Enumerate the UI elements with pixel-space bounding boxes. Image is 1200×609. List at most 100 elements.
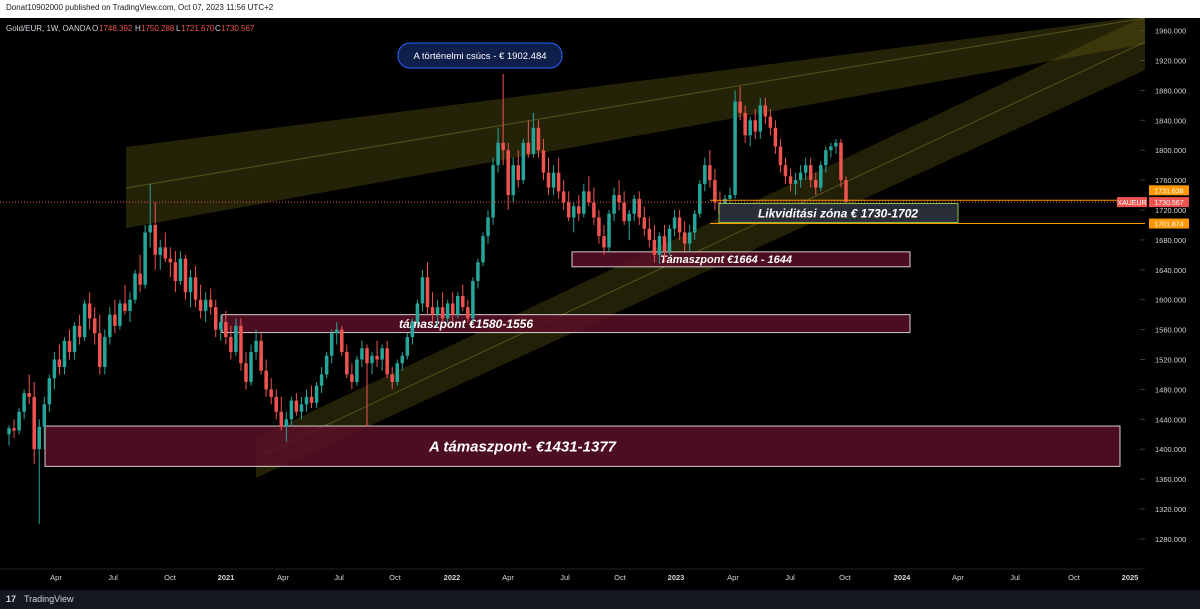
candle-body [360,348,364,360]
candle-body [153,224,157,255]
price-tick-label: 1840.000 [1155,116,1186,125]
candle-body [471,281,475,319]
price-tick-label: 1880.000 [1155,86,1186,95]
annotations: Likviditási zóna € 1730-1702 A történelmi… [0,42,1189,229]
candle-body [476,262,480,282]
candle-body [57,359,62,367]
candle-body [163,247,168,259]
candle-body [42,404,47,427]
candle-body [521,142,526,181]
candle-body [728,195,732,199]
candle-body [47,378,52,405]
candle-body [249,352,253,382]
candle-body [733,101,737,196]
time-tick-label: Apr [277,573,289,582]
candle-body [829,146,833,151]
price-tick-label: 1760.000 [1155,176,1186,185]
candle-body [269,389,273,397]
tradingview-brand[interactable]: TradingView [24,594,74,604]
time-tick-label: 2024 [894,573,912,582]
time-tick-label: 2023 [668,573,685,582]
candle-body [148,224,152,233]
candle-body [561,191,566,203]
candle-body [506,150,510,196]
time-axis[interactable]: Apr Jul Oct 2021 Apr Jul Oct 2022 Apr Jul Oct 2023 A… [0,568,1145,582]
candle-body [324,355,329,375]
candle-body [108,314,112,338]
ath-callout-label: A történelmi csúcs - € 1902.484 [413,51,546,62]
support-zone [221,314,911,334]
candle-body [486,217,490,237]
candle-body [113,314,117,326]
candle-body [350,374,354,382]
candle-body [173,262,178,282]
candle-body [365,348,369,364]
candle-body [672,217,677,229]
candle-body [123,303,127,311]
candle-body [455,295,460,315]
candle-body [188,277,193,293]
candle-body [627,213,631,222]
candle-body [22,393,26,412]
ohlc-l-value: 1721.670 [181,24,215,33]
time-tick-label: 2022 [444,573,461,582]
candle-body [844,180,848,202]
time-tick-label: 2025 [1122,573,1139,582]
candle-body [698,183,702,214]
price-tick-label: 1480.000 [1155,385,1186,394]
candle-body [587,191,591,203]
candle-body [773,127,778,147]
candle-body [496,142,500,166]
price-tag-current-bg [1149,197,1189,208]
price-tag-lower: 1701.874 [1154,222,1183,229]
price-chart[interactable]: 1960.000 1920.000 1880.000 1840.000 1800.000… [0,18,1200,590]
ohlc-o-value: 1748.392 [99,24,133,33]
candle-body [133,273,137,300]
price-tick-label: 1640.000 [1155,266,1186,275]
candle-body [178,258,183,282]
price-tick-label: 1680.000 [1155,236,1186,245]
ohlc-c-value: 1730.567 [221,24,255,33]
candle-body [516,165,521,181]
candle-body [592,202,596,218]
candle-body [168,258,173,263]
candle-body [793,180,798,184]
candle-body [566,202,571,218]
candle-body [203,299,208,311]
candle-body [213,307,218,330]
candle-body [808,165,813,181]
time-tick-label: Jul [1010,573,1020,582]
candle-body [304,396,309,405]
candle-body [82,303,87,338]
candle-body [713,180,717,203]
ohlc-h-label: H [135,24,141,33]
candle-body [501,142,505,151]
candle-body [103,337,107,367]
time-tick-label: Oct [389,573,402,582]
candle-body [778,146,783,166]
candle-body [768,116,773,128]
candle-body [7,428,11,435]
time-tick-label: Jul [785,573,795,582]
price-tick-label: 1920.000 [1155,57,1186,66]
candle-body [667,228,672,252]
candle-body [380,348,384,360]
candlesticks [7,73,848,524]
tradingview-logo-icon[interactable]: 17 [6,594,17,604]
price-axis[interactable]: 1960.000 1920.000 1880.000 1840.000 1800.000… [1140,18,1200,590]
candle-body [410,322,415,338]
candle-body [193,277,198,300]
time-tick-label: Apr [727,573,739,582]
candle-body [440,307,445,319]
candle-body [284,419,289,427]
support-zone-label: Támaszpont €1664 - 1644 [660,254,792,266]
candle-body [244,363,248,382]
candle-body [299,404,304,412]
candle-body [340,329,344,353]
upper-channel [126,18,1145,228]
upper-channel-midline [125,18,1146,189]
candle-body [138,273,142,285]
candle-body [748,120,752,136]
candle-body [632,198,636,214]
candle-body [839,142,843,181]
